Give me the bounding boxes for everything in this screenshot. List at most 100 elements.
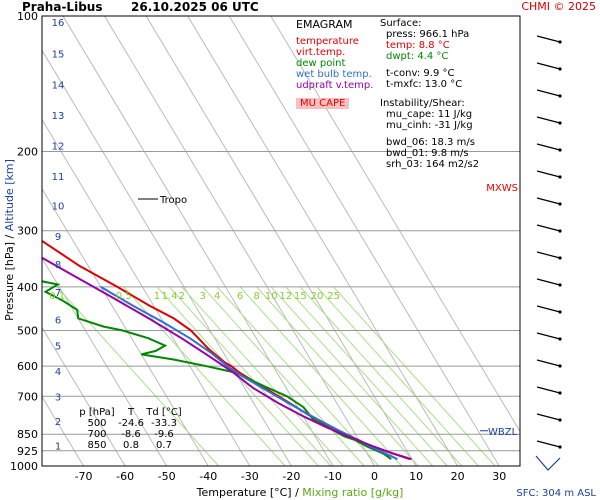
- mixing-ratio-line: [169, 286, 332, 466]
- convection-line: t-conv: 9.9 °C: [386, 68, 455, 79]
- table-header: p [hPa] T Td [°C]: [76, 407, 184, 418]
- isotherm: [42, 257, 168, 466]
- altitude-tick-label: 14: [52, 81, 65, 92]
- wind-barb-station: [558, 283, 562, 287]
- temperature-tick-label: -20: [282, 470, 300, 483]
- wind-barb: [536, 305, 561, 313]
- isotherm: [104, 16, 375, 466]
- table-cell: 850: [87, 440, 107, 451]
- pressure-tick-label: 400: [17, 281, 38, 294]
- mixing-ratio-line: [181, 286, 344, 466]
- table-header-cell: Td [°C]: [146, 407, 182, 418]
- plot-area: [42, 16, 520, 466]
- altitude-tick-label: 9: [55, 232, 61, 243]
- temperature-tick-label: -40: [199, 470, 217, 483]
- altitude-tick-label: 12: [52, 142, 65, 153]
- wind-barb: [536, 35, 561, 43]
- table-cell: -9.6: [154, 429, 174, 440]
- plot-frame: [41, 15, 521, 467]
- isotherm: [42, 326, 126, 466]
- altitude-tick-label: 1: [55, 441, 61, 452]
- mixing-ratio-line: [56, 286, 220, 466]
- wind-barb-station: [558, 175, 562, 179]
- table-cell: 0.8: [123, 440, 139, 451]
- x-axis-label: Temperature [°C] / Mixing ratio [g/kg]: [196, 486, 404, 499]
- pressure-tick-label: 1000: [10, 460, 38, 473]
- mxws-label: MXWS: [486, 183, 518, 194]
- pressure-tick-label: 700: [17, 390, 38, 403]
- mixing-ratio-label: 12: [279, 291, 292, 302]
- wind-barb-station: [558, 229, 562, 233]
- isotherm: [187, 16, 459, 466]
- copyright-label: CHMI © 2025: [521, 0, 596, 13]
- wind-barb-station: [558, 121, 562, 125]
- altitude-tick-label: 7: [55, 288, 61, 299]
- wind-barb: [536, 116, 561, 124]
- wind-barb: [536, 170, 561, 178]
- wind-barb: [536, 89, 561, 97]
- mixing-ratio-label: 4: [214, 291, 220, 302]
- table-header-cell: p [hPa]: [79, 407, 115, 418]
- mixing-ratio-line: [299, 286, 463, 466]
- temperature-tick-label: -10: [324, 470, 342, 483]
- temperature-tick-label: -70: [75, 470, 93, 483]
- table-cell: 700: [87, 429, 107, 440]
- wind-barb: [536, 278, 561, 286]
- mixing-ratio-line: [202, 286, 365, 466]
- wind-barb-station: [558, 364, 562, 368]
- altitude-tick-label: 5: [55, 342, 61, 353]
- hodograph-marker: [535, 455, 561, 471]
- surface-line: temp: 8.8 °C: [386, 40, 450, 51]
- wind-barb: [536, 143, 561, 151]
- mixing-ratio-line: [239, 286, 402, 466]
- temperature-tick-label: -50: [158, 470, 176, 483]
- temperature-tick-label: 30: [492, 470, 506, 483]
- table-header-cell: T: [127, 407, 135, 418]
- wind-barb-station: [558, 148, 562, 152]
- isotherm: [228, 16, 500, 466]
- conv-lines: t-conv: 9.9 °C t-mxfc: 13.0 °C: [380, 68, 505, 90]
- wind-barb-station: [558, 391, 562, 395]
- legend-entry: udpraft v.temp.: [296, 80, 374, 91]
- mixing-ratio-label: 1: [154, 291, 160, 302]
- shear-line: bwd_06: 18.3 m/s: [386, 137, 475, 148]
- pressure-tick-label: 200: [17, 145, 38, 158]
- altitude-tick-label: 13: [52, 111, 65, 122]
- isotherm: [145, 16, 417, 466]
- mixing-ratio-line: [333, 286, 496, 466]
- wind-barb: [536, 62, 561, 70]
- table-cell: -24.6: [118, 418, 144, 429]
- isotherm: [62, 16, 334, 466]
- legend-entry: temperature: [296, 36, 359, 47]
- series-line: [42, 256, 412, 461]
- instability-title: Instability/Shear:: [380, 98, 465, 109]
- station-title: Praha-Libus: [22, 0, 103, 14]
- mixing-ratio-label: 3: [199, 291, 205, 302]
- temperature-tick-label: -60: [116, 470, 134, 483]
- altitude-tick-label: 4: [55, 367, 61, 378]
- isotherm: [270, 16, 520, 433]
- sfc-label: SFC: 304 m ASL: [516, 488, 596, 499]
- mixing-ratio-label: 2: [179, 291, 185, 302]
- wind-barb-station: [558, 418, 562, 422]
- surface-title: Surface:: [380, 18, 422, 29]
- datetime-label: 26.10.2025 06 UTC: [131, 0, 259, 14]
- shear-line: bwd_01: 9.8 m/s: [386, 148, 469, 159]
- pressure-tick-label: 850: [17, 428, 38, 441]
- mixing-ratio-line: [316, 286, 479, 466]
- surface-line: dwpt: 4.4 °C: [386, 51, 449, 62]
- shear-line: srh_03: 164 m2/s2: [386, 159, 480, 170]
- altitude-tick-label: 16: [52, 18, 65, 29]
- altitude-tick-label: 15: [52, 49, 65, 60]
- legend-entry: virt.temp.: [296, 47, 346, 58]
- mixing-ratio-label: 1.4: [161, 291, 177, 302]
- altitude-tick-label: 10: [52, 202, 65, 213]
- wind-barb: [536, 440, 561, 448]
- wind-barb-station: [558, 40, 562, 44]
- mixing-ratio-label: 6: [237, 291, 243, 302]
- convection-line: t-mxfc: 13.0 °C: [386, 79, 463, 90]
- pressure-tick-label: 100: [17, 10, 38, 23]
- temperature-tick-label: 0: [371, 470, 378, 483]
- temperature-tick-label: -30: [241, 470, 259, 483]
